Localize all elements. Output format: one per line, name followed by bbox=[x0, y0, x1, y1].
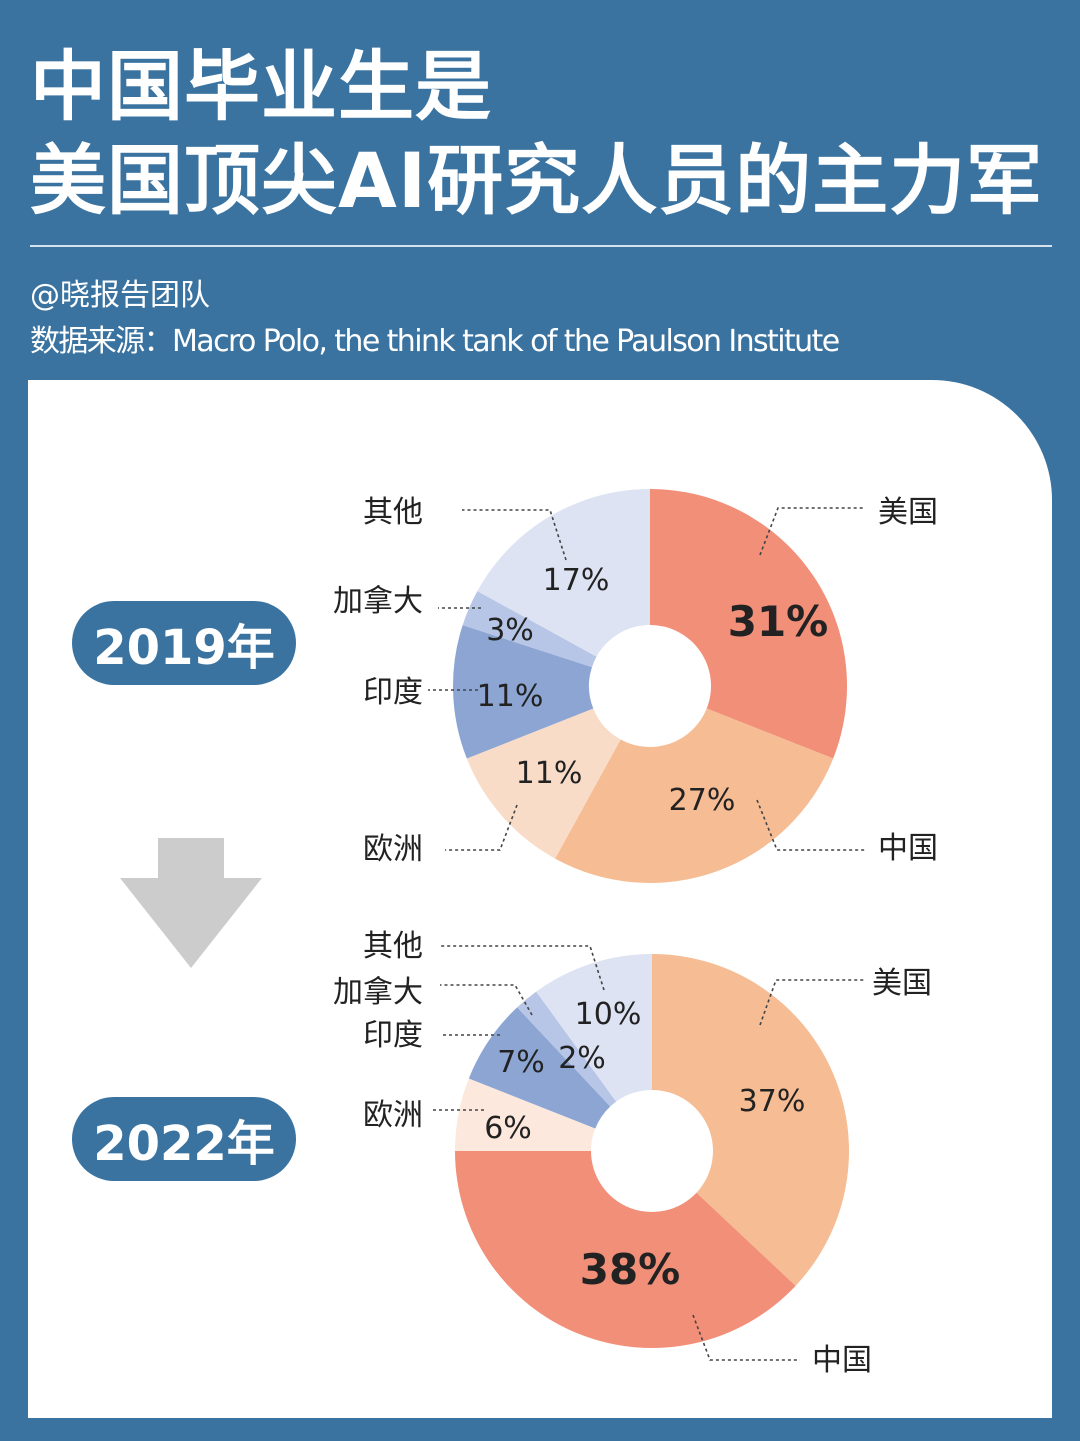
cat-2022-usa: 美国 bbox=[872, 966, 932, 1001]
cat-2019-canada: 加拿大 bbox=[333, 584, 423, 619]
cat-2019-india: 印度 bbox=[363, 675, 423, 710]
page-title: 中国毕业生是 美国顶尖AI研究人员的主力军 bbox=[30, 40, 1043, 228]
pct-2019-europe: 11% bbox=[516, 756, 583, 791]
cat-2019-other: 其他 bbox=[363, 495, 423, 530]
slice-2022-usa bbox=[652, 954, 850, 1286]
cat-2022-china: 中国 bbox=[812, 1343, 872, 1378]
leader-2019-europe bbox=[445, 804, 518, 851]
pct-2019-india: 11% bbox=[477, 679, 544, 714]
pct-2019-other: 17% bbox=[543, 563, 610, 598]
pct-2019-canada: 3% bbox=[486, 613, 534, 648]
pct-2019-usa: 31% bbox=[728, 597, 829, 646]
cat-2022-canada: 加拿大 bbox=[333, 975, 423, 1010]
slice-2019-usa bbox=[650, 489, 847, 759]
down-arrow-icon bbox=[120, 838, 262, 968]
leader-2022-other bbox=[440, 945, 605, 991]
year-badge-2019: 2019年 bbox=[72, 601, 296, 685]
leader-2022-canada bbox=[440, 984, 533, 1016]
slice-2022-canada bbox=[517, 991, 617, 1107]
slice-2022-europe bbox=[455, 1078, 596, 1151]
pct-2022-usa: 37% bbox=[739, 1084, 806, 1119]
leader-2019-usa bbox=[759, 507, 865, 556]
title-divider bbox=[30, 245, 1052, 247]
cat-2019-europe: 欧洲 bbox=[363, 832, 423, 867]
slice-2019-canada bbox=[462, 591, 597, 668]
donut-chart-2019 bbox=[453, 489, 847, 883]
pct-2022-india: 7% bbox=[497, 1045, 545, 1080]
data-source: 数据来源：Macro Polo, the think tank of the P… bbox=[30, 324, 840, 359]
pct-2022-canada: 2% bbox=[558, 1041, 606, 1076]
pct-2022-europe: 6% bbox=[484, 1111, 532, 1146]
title-line-1: 中国毕业生是 bbox=[30, 42, 492, 131]
cat-2022-india: 印度 bbox=[363, 1018, 423, 1053]
pct-2019-china: 27% bbox=[669, 783, 736, 818]
slice-2022-india bbox=[468, 1007, 611, 1129]
slice-2019-other bbox=[477, 489, 650, 657]
pct-2022-china: 38% bbox=[580, 1245, 681, 1294]
slice-2019-india bbox=[453, 625, 594, 759]
slice-2022-china bbox=[455, 1151, 796, 1348]
slice-2022-other bbox=[536, 954, 652, 1102]
cat-2022-other: 其他 bbox=[363, 929, 423, 964]
leader-2022-china bbox=[692, 1314, 800, 1361]
slice-2019-europe bbox=[466, 708, 621, 859]
cat-2019-china: 中国 bbox=[878, 831, 938, 866]
cat-2022-europe: 欧洲 bbox=[363, 1098, 423, 1133]
cat-2019-usa: 美国 bbox=[878, 495, 938, 530]
year-badge-2022: 2022年 bbox=[72, 1097, 296, 1181]
author-credit: @晓报告团队 bbox=[30, 278, 210, 313]
slice-2019-china bbox=[555, 708, 834, 883]
pct-2022-other: 10% bbox=[575, 997, 642, 1032]
title-line-2: 美国顶尖AI研究人员的主力军 bbox=[30, 136, 1044, 225]
donut-chart-2022 bbox=[455, 954, 850, 1348]
